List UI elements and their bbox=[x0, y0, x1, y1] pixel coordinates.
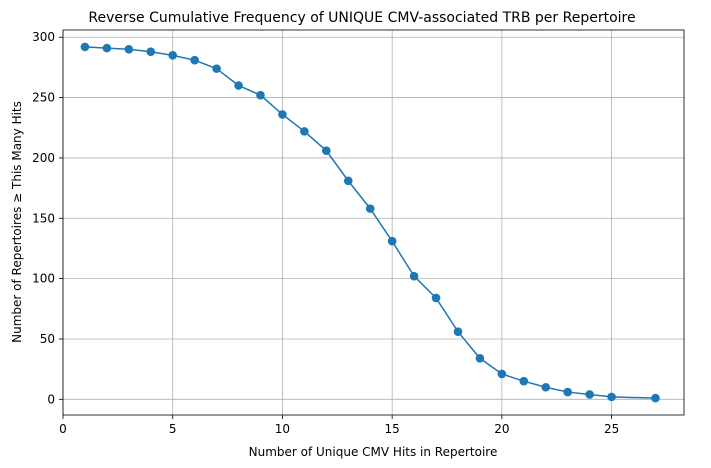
data-point bbox=[387, 236, 397, 246]
data-point bbox=[102, 43, 112, 53]
grid-lines bbox=[62, 30, 684, 415]
data-point bbox=[475, 353, 485, 363]
y-tick-label: 0 bbox=[47, 392, 55, 406]
x-tick-label: 10 bbox=[275, 422, 290, 436]
data-point bbox=[322, 146, 331, 155]
y-tick-label: 50 bbox=[40, 332, 55, 346]
data-point bbox=[563, 387, 572, 397]
data-point bbox=[409, 271, 419, 281]
data-point bbox=[497, 369, 507, 379]
chart-title: Reverse Cumulative Frequency of UNIQUE C… bbox=[88, 10, 635, 26]
x-tick-label: 20 bbox=[494, 422, 509, 436]
plot-frame bbox=[62, 29, 685, 416]
y-axis-label: Number of Repertoires ≥ This Many Hits bbox=[10, 101, 24, 343]
series-line bbox=[84, 46, 656, 399]
data-point bbox=[278, 110, 287, 119]
data-point bbox=[585, 390, 594, 399]
y-tick-label: 250 bbox=[32, 91, 55, 105]
data-point bbox=[168, 51, 178, 60]
data-series bbox=[80, 42, 660, 403]
data-point bbox=[365, 204, 375, 213]
y-tick-label: 200 bbox=[32, 151, 55, 165]
data-point bbox=[607, 392, 616, 402]
data-point bbox=[300, 127, 309, 136]
data-point bbox=[541, 382, 551, 392]
data-point bbox=[343, 176, 353, 186]
x-tick-label: 15 bbox=[385, 422, 400, 436]
data-point bbox=[124, 45, 134, 54]
y-tick-label: 300 bbox=[32, 30, 55, 44]
data-point bbox=[212, 64, 221, 73]
y-tick-label: 150 bbox=[32, 211, 55, 225]
data-point bbox=[80, 42, 90, 52]
x-tick-label: 25 bbox=[604, 422, 619, 436]
x-axis-label: Number of Unique CMV Hits in Repertoire bbox=[249, 445, 498, 459]
data-point bbox=[519, 376, 529, 386]
data-point bbox=[256, 90, 265, 100]
data-point bbox=[146, 47, 156, 57]
y-tick-label: 100 bbox=[32, 272, 55, 286]
data-point bbox=[431, 293, 441, 303]
data-point bbox=[234, 81, 243, 90]
data-point bbox=[453, 327, 463, 337]
data-point bbox=[190, 55, 199, 65]
data-point bbox=[651, 393, 660, 403]
x-tick-label: 5 bbox=[169, 422, 177, 436]
x-tick-label: 0 bbox=[59, 422, 67, 436]
